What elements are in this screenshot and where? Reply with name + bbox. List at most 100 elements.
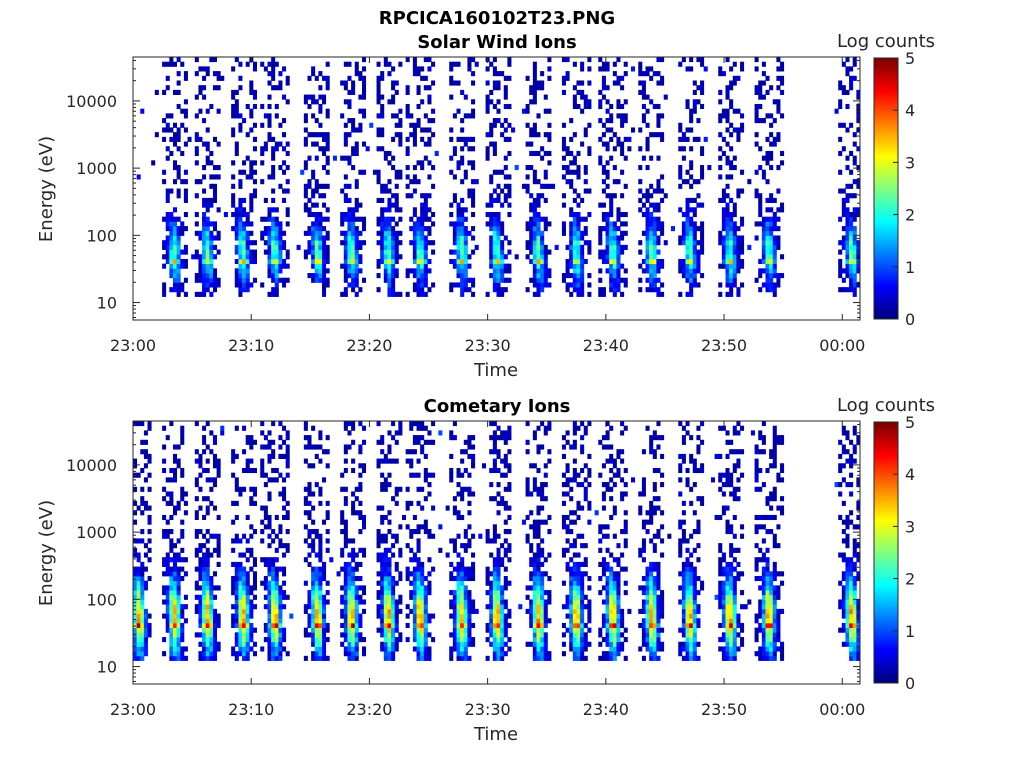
heatmap-cell xyxy=(500,641,505,647)
heatmap-cell xyxy=(507,61,512,67)
heatmap-cell xyxy=(471,113,476,119)
colorbar-segment xyxy=(874,258,898,261)
heatmap-cell xyxy=(165,193,170,199)
heatmap-cell xyxy=(569,169,574,175)
heatmap-cell xyxy=(376,529,381,535)
heatmap-cell xyxy=(249,439,254,445)
heatmap-cell xyxy=(274,258,279,265)
heatmap-cell xyxy=(380,113,385,119)
heatmap-cell xyxy=(380,571,385,577)
heatmap-cell xyxy=(456,561,461,567)
heatmap-cell xyxy=(303,435,308,441)
heatmap-cell xyxy=(169,226,174,232)
heatmap-cell xyxy=(278,524,283,530)
heatmap-cell xyxy=(307,514,312,521)
heatmap-cell xyxy=(376,85,381,91)
heatmap-cell xyxy=(598,230,603,236)
heatmap-cell xyxy=(354,552,359,558)
heatmap-cell xyxy=(529,463,534,469)
heatmap-cell xyxy=(340,585,345,591)
heatmap-cell xyxy=(354,150,359,157)
heatmap-cell xyxy=(754,118,759,124)
heatmap-cell xyxy=(136,538,141,544)
heatmap-cell xyxy=(776,240,781,246)
heatmap-cell xyxy=(612,254,617,260)
heatmap-cell xyxy=(202,75,207,81)
heatmap-cell xyxy=(267,524,272,530)
heatmap-cell xyxy=(165,155,170,161)
heatmap-cell xyxy=(765,249,770,255)
heatmap-cell xyxy=(416,421,421,427)
heatmap-cell xyxy=(271,174,276,180)
heatmap-cell xyxy=(198,641,203,647)
heatmap-cell xyxy=(263,141,268,147)
heatmap-cell xyxy=(500,122,505,128)
heatmap-cell xyxy=(685,254,690,260)
heatmap-cell xyxy=(238,268,243,274)
heatmap-cell xyxy=(721,254,726,260)
heatmap-cell xyxy=(423,622,428,629)
heatmap-cell xyxy=(383,618,388,624)
heatmap-cell xyxy=(303,425,308,431)
heatmap-cell xyxy=(391,244,396,250)
heatmap-cell xyxy=(834,108,839,114)
heatmap-cell xyxy=(489,179,494,185)
heatmap-cell xyxy=(700,89,705,95)
heatmap-cell xyxy=(754,193,759,199)
heatmap-cell xyxy=(238,244,243,250)
heatmap-cell xyxy=(162,585,167,591)
heatmap-cell xyxy=(249,458,254,464)
heatmap-cell xyxy=(205,646,210,652)
heatmap-cell xyxy=(165,221,170,227)
heatmap-cell xyxy=(423,202,428,208)
heatmap-cell xyxy=(532,230,537,236)
heatmap-cell xyxy=(456,136,461,142)
heatmap-cell xyxy=(176,80,181,86)
heatmap-cell xyxy=(532,632,537,638)
heatmap-cell xyxy=(311,599,316,605)
heatmap-cell xyxy=(503,641,508,647)
heatmap-cell xyxy=(416,249,421,255)
heatmap-cell xyxy=(325,622,330,629)
heatmap-cell xyxy=(754,132,759,138)
heatmap-cell xyxy=(143,632,148,638)
heatmap-cell xyxy=(576,277,581,283)
heatmap-cell xyxy=(322,75,327,81)
heatmap-cell xyxy=(307,613,312,619)
heatmap-cell xyxy=(271,566,276,572)
heatmap-cell xyxy=(761,216,766,222)
heatmap-cell xyxy=(772,273,777,279)
heatmap-cell xyxy=(532,179,537,185)
heatmap-cell xyxy=(165,477,170,483)
heatmap-cell xyxy=(343,273,348,279)
heatmap-cell xyxy=(202,277,207,283)
colorbar-segment xyxy=(874,68,898,72)
heatmap-cell xyxy=(380,127,385,133)
heatmap-cell xyxy=(307,155,312,161)
heatmap-cell xyxy=(467,472,472,478)
heatmap-cell xyxy=(496,435,501,441)
heatmap-cell xyxy=(460,249,465,255)
heatmap-cell xyxy=(231,160,236,166)
heatmap-cell xyxy=(420,421,425,427)
heatmap-cell xyxy=(652,207,657,213)
heatmap-cell xyxy=(656,268,661,274)
heatmap-cell xyxy=(343,80,348,86)
heatmap-cell xyxy=(307,482,312,488)
heatmap-cell xyxy=(391,458,396,464)
heatmap-cell xyxy=(347,594,352,600)
heatmap-cell xyxy=(267,211,272,218)
heatmap-cell xyxy=(278,585,283,591)
heatmap-cell xyxy=(387,449,392,455)
heatmap-cell xyxy=(663,193,668,199)
heatmap-cell xyxy=(765,254,770,260)
heatmap-cell xyxy=(456,637,461,643)
heatmap-cell xyxy=(467,524,472,530)
heatmap-cell xyxy=(322,136,327,142)
heatmap-cell xyxy=(267,632,272,638)
heatmap-cell xyxy=(242,618,247,624)
heatmap-cell xyxy=(358,449,363,455)
heatmap-cell xyxy=(212,613,218,619)
heatmap-cell xyxy=(351,85,356,91)
heatmap-cell xyxy=(394,627,399,633)
